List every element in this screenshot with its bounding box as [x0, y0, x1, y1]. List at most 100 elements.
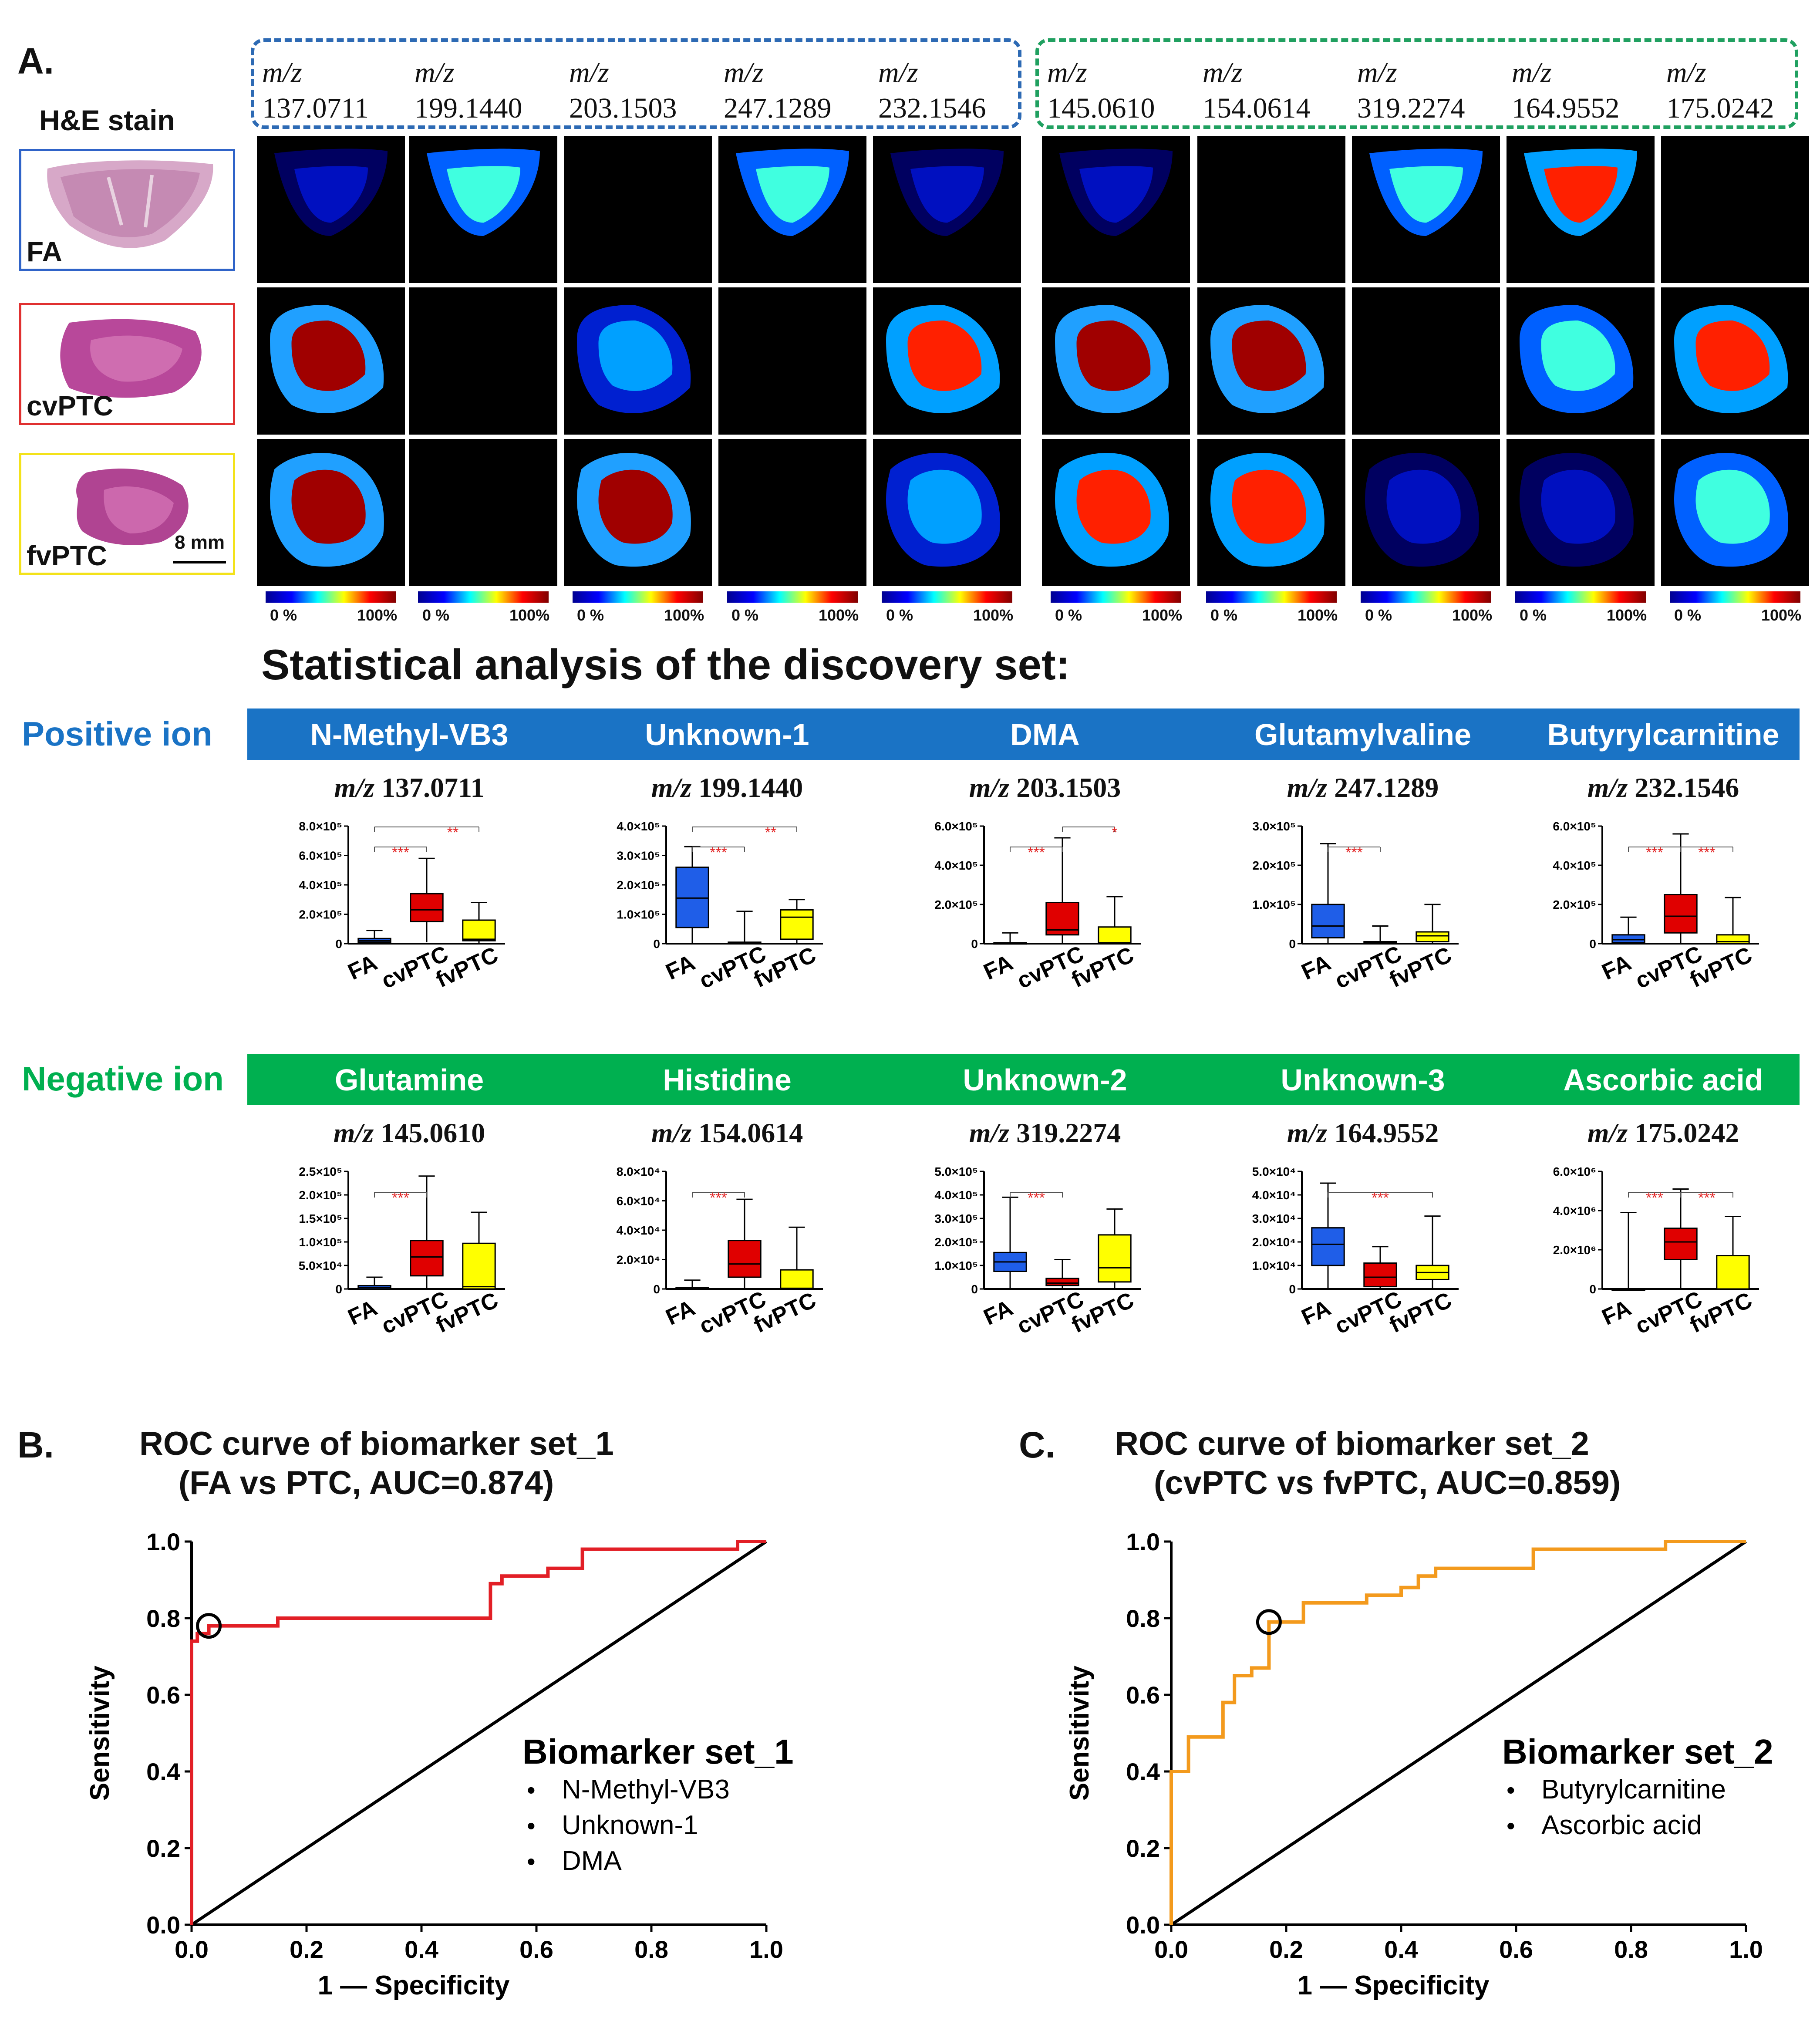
y-tick-label: 0.8: [146, 1605, 180, 1632]
box-cvPTC: [1664, 1228, 1698, 1260]
boxplot-chart: 01.0×10⁴2.0×10⁴3.0×10⁴4.0×10⁴5.0×10⁴FAcv…: [1252, 1165, 1459, 1339]
msi-signal: [1055, 305, 1169, 414]
box-fvPTC: [462, 919, 496, 941]
msi-image: [257, 439, 405, 586]
y-tick-label: 3.0×10⁵: [617, 849, 660, 863]
mz-prefix: m/z: [333, 1117, 374, 1148]
compound-mz: m/z 232.1546: [1511, 772, 1816, 804]
box-cvPTC: [1363, 1262, 1397, 1288]
optimal-cutoff-marker: [1256, 1609, 1282, 1635]
y-tick-label: 5.0×10⁵: [934, 1165, 978, 1178]
significance-label: ***: [1698, 844, 1716, 861]
group-label: FA: [344, 1295, 381, 1330]
y-tick-label: 0.4: [146, 1758, 180, 1785]
statistics-title: Statistical analysis of the discovery se…: [261, 641, 1070, 688]
compound-mz: m/z 203.1503: [893, 772, 1197, 804]
mz-prefix: m/z: [415, 57, 455, 88]
group-label: FA: [980, 950, 1017, 985]
y-tick-label: 0: [1289, 1282, 1296, 1296]
msi-image: [1352, 287, 1500, 435]
y-tick-label: 2.0×10⁴: [617, 1253, 660, 1267]
mz-value: 203.1503: [1009, 772, 1121, 803]
msi-image: [409, 136, 557, 283]
mz-prefix: m/z: [1666, 57, 1706, 88]
msi-image: [873, 136, 1021, 283]
y-tick-label: 2.0×10⁵: [299, 1188, 342, 1202]
colorbar: [1515, 591, 1646, 603]
y-axis-label: Sensitivity: [85, 1665, 115, 1801]
he-tissue-fa: [47, 160, 213, 248]
mz-prefix: m/z: [569, 57, 609, 88]
roc-chart: 0.00.0 0.2 0.2 0.4 0.4 0.6 0.6 0.8 0.8 1.0 1.0 1 — …: [85, 1528, 794, 2001]
msi-signal: [427, 148, 540, 236]
box-cvPTC: [410, 893, 444, 922]
box-cvPTC: [1664, 894, 1698, 934]
colorbar-min-label: 0 %: [886, 606, 913, 624]
colorbar-min-label: 0 %: [1674, 606, 1702, 624]
significance-label: ***: [1646, 844, 1663, 861]
compound-mz: m/z 175.0242: [1511, 1117, 1816, 1149]
msi-signal: [1674, 305, 1788, 414]
y-tick-label: 2.0×10⁵: [617, 878, 660, 892]
compound-mz: m/z 319.2274: [893, 1117, 1197, 1149]
colorbar: [727, 591, 858, 603]
mz-value: 247.1289: [724, 92, 832, 124]
msi-signal: [270, 305, 384, 414]
box-fvPTC: [780, 1269, 814, 1290]
reference-diagonal: [1170, 1540, 1747, 1926]
msi-signal: [1369, 148, 1483, 236]
colorbar-max-label: 100%: [1607, 606, 1647, 624]
legend-bullet: •: [1507, 1812, 1515, 1839]
colorbar: [882, 591, 1012, 603]
mz-prefix: m/z: [651, 1117, 692, 1148]
mz-header: m/z 175.0242: [1666, 55, 1774, 126]
y-tick-label: 1.0×10⁴: [1252, 1259, 1296, 1272]
colorbar-min-label: 0 %: [422, 606, 450, 624]
y-tick-label: 2.0×10⁵: [934, 898, 978, 911]
colorbar: [418, 591, 549, 603]
colorbar-max-label: 100%: [819, 606, 859, 624]
y-tick-label: 2.0×10⁵: [934, 1235, 978, 1249]
colorbar: [1206, 591, 1337, 603]
compound-name: Unknown-2: [963, 1063, 1127, 1097]
mz-prefix: m/z: [724, 57, 764, 88]
mz-header: m/z 164.9552: [1512, 55, 1620, 126]
msi-signal: [886, 452, 1000, 567]
mz-prefix: m/z: [969, 772, 1010, 803]
y-tick-label: 2.5×10⁵: [299, 1165, 342, 1178]
compound-name: Unknown-1: [645, 718, 809, 752]
legend-bullet: •: [527, 1848, 536, 1875]
msi-image: [1507, 287, 1655, 435]
y-tick-label: 1.0: [146, 1528, 180, 1555]
y-tick-label: 4.0×10⁵: [934, 1188, 978, 1202]
y-axis-label: Sensitivity: [1065, 1665, 1095, 1801]
y-tick-label: 4.0×10⁶: [1553, 1204, 1596, 1218]
y-tick-label: 1.0×10⁵: [934, 1259, 978, 1272]
legend-item: Butyrylcarnitine: [1541, 1775, 1726, 1805]
y-tick-label: 3.0×10⁵: [1252, 820, 1296, 833]
y-tick-label: 8.0×10⁴: [617, 1165, 660, 1178]
mz-prefix: m/z: [1587, 1117, 1628, 1148]
mz-value: 164.9552: [1512, 92, 1620, 124]
box-fvPTC: [780, 909, 814, 940]
legend-item: Unknown-1: [562, 1810, 698, 1840]
boxplot-chart: 05.0×10⁴1.0×10⁵1.5×10⁵2.0×10⁵2.5×10⁵FAcv…: [299, 1165, 505, 1339]
msi-image: [1197, 439, 1345, 586]
x-tick-label: 1.0: [1729, 1936, 1763, 1963]
compound-name: DMA: [1010, 718, 1080, 752]
compound-name: Unknown-3: [1281, 1063, 1445, 1097]
msi-signal: [274, 148, 388, 236]
he-label-fa: FA: [27, 236, 62, 267]
x-tick-label: 0.4: [1384, 1936, 1418, 1963]
mz-header: m/z 137.0711: [262, 55, 369, 126]
msi-image: [1507, 439, 1655, 586]
mz-header: m/z 199.1440: [415, 55, 522, 126]
mz-value: 319.2274: [1357, 92, 1465, 124]
y-tick-label: 0.2: [146, 1835, 180, 1862]
boxplot-chart: 01.0×10⁵2.0×10⁵3.0×10⁵4.0×10⁵FAcvPTCfvPT…: [617, 820, 823, 994]
significance-label: **: [765, 824, 776, 841]
significance-label: ***: [710, 844, 727, 861]
y-tick-label: 2.0×10⁵: [299, 908, 342, 921]
x-tick-label: 0.8: [1614, 1936, 1648, 1963]
